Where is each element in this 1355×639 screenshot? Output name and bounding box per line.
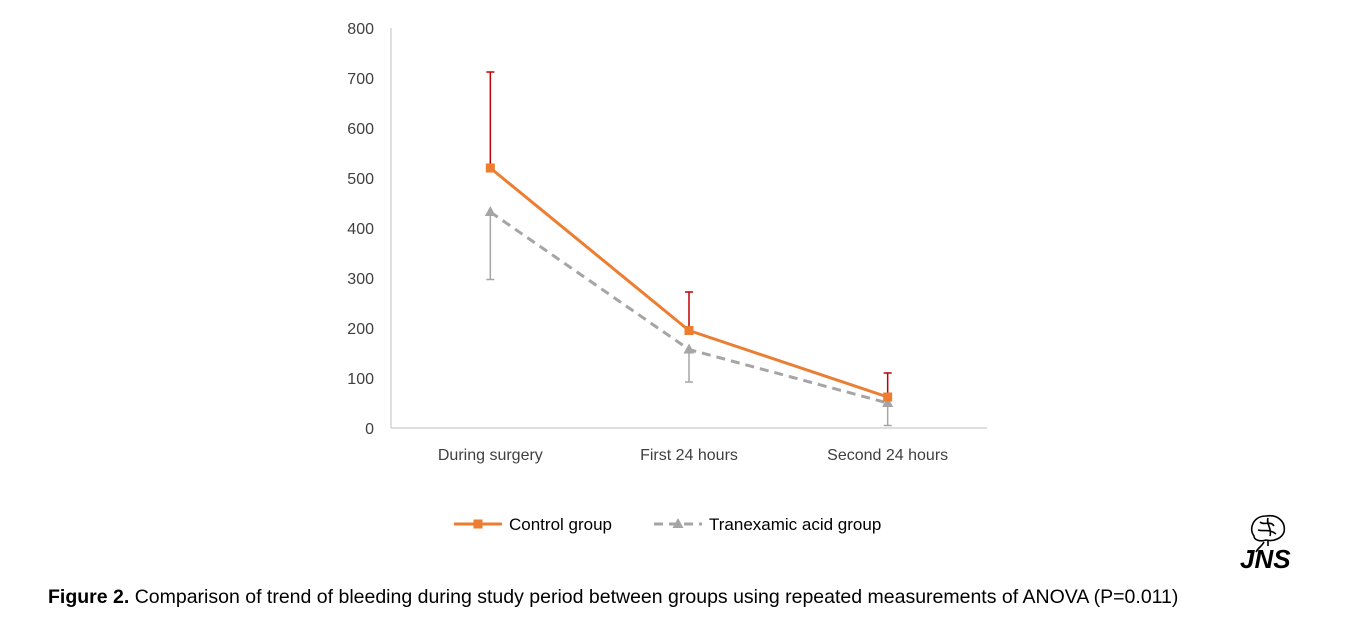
y-tick-label: 100 — [347, 371, 374, 388]
y-tick-label: 800 — [347, 21, 374, 38]
x-tick-label: First 24 hours — [640, 447, 738, 464]
jns-logo-icon: JNS — [1240, 514, 1291, 574]
y-axis: 0 100 200 300 400 500 600 700 800 — [347, 21, 392, 438]
y-tick-label: 500 — [347, 171, 374, 188]
legend-entry-tranexamic-acid-group: Tranexamic acid group — [654, 515, 881, 534]
y-tick-label: 700 — [347, 71, 374, 88]
legend: Control group Tranexamic acid group — [454, 515, 881, 534]
series-control-group — [485, 71, 893, 402]
figure-caption-label: Figure 2. — [48, 586, 130, 608]
series-tranexamic-acid-group — [484, 206, 894, 427]
figure-caption-text: Comparison of trend of bleeding during s… — [129, 586, 1179, 608]
legend-marker — [473, 519, 483, 529]
bleeding-trend-chart: 0 100 200 300 400 500 600 700 800 During surgery… — [347, 21, 987, 534]
y-tick-label: 300 — [347, 271, 374, 288]
data-point — [683, 343, 695, 354]
data-point — [883, 392, 893, 402]
legend-marker — [672, 518, 684, 528]
data-point — [485, 163, 495, 173]
data-point — [882, 397, 894, 407]
legend-label: Control group — [509, 515, 612, 534]
y-tick-label: 200 — [347, 321, 374, 338]
series-layer — [484, 71, 894, 427]
y-tick-label: 400 — [347, 221, 374, 238]
data-point — [684, 326, 694, 335]
x-axis: During surgery First 24 hours Second 24 ho… — [391, 427, 987, 464]
data-point — [484, 206, 496, 216]
y-tick-label: 0 — [365, 421, 374, 438]
legend-entry-control-group: Control group — [454, 515, 612, 534]
x-tick-label: Second 24 hours — [827, 447, 948, 464]
x-tick-label: During surgery — [438, 447, 543, 464]
y-tick-label: 600 — [347, 121, 374, 138]
figure-caption: Figure 2. Comparison of trend of bleedin… — [48, 586, 1178, 609]
legend-label: Tranexamic acid group — [709, 515, 881, 534]
logo-text: JNS — [1240, 544, 1291, 574]
